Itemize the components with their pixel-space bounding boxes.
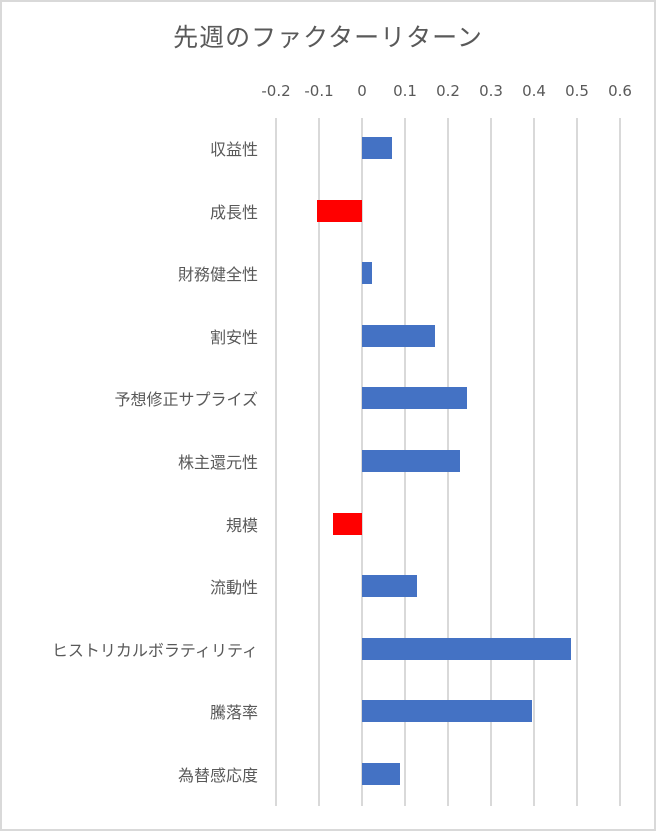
bar — [362, 324, 436, 347]
bar — [362, 575, 418, 598]
gridline — [619, 118, 621, 806]
x-tick-label: 0.4 — [522, 82, 546, 100]
chart-title: 先週のファクターリターン — [173, 23, 483, 52]
bar — [362, 387, 467, 410]
x-tick-label: -0.1 — [304, 82, 334, 100]
bar — [362, 700, 532, 723]
gridline — [533, 118, 535, 806]
bar — [362, 763, 400, 785]
bar — [362, 450, 461, 472]
category-label: 予想修正サプライズ — [114, 390, 258, 410]
x-tick-label: 0.3 — [479, 82, 503, 100]
x-tick-label: 0.2 — [436, 82, 460, 100]
bar — [333, 512, 362, 535]
category-label: 規模 — [225, 515, 258, 535]
bar — [362, 637, 571, 660]
category-label: 株主還元性 — [177, 453, 258, 472]
x-tick-label: 0 — [357, 82, 367, 100]
gridline — [318, 118, 320, 806]
category-label: 流動性 — [209, 578, 258, 598]
x-tick-label: 0.6 — [608, 82, 632, 100]
category-label: 割安性 — [209, 327, 258, 347]
x-tick-label: 0.1 — [393, 82, 417, 100]
bar — [362, 137, 393, 159]
category-label: 財務健全性 — [177, 265, 258, 285]
category-label: 収益性 — [209, 140, 258, 159]
gridline — [576, 118, 578, 806]
category-label: 為替感応度 — [177, 766, 258, 785]
category-label: ヒストリカルボラティリティ — [51, 640, 258, 660]
category-label: 成長性 — [209, 202, 258, 222]
x-tick-label: 0.5 — [565, 82, 589, 100]
x-tick-label: -0.2 — [261, 82, 291, 100]
bar — [316, 199, 362, 222]
bar — [362, 262, 372, 285]
gridline — [490, 118, 492, 806]
gridline — [275, 118, 277, 806]
category-label: 騰落率 — [209, 703, 258, 723]
